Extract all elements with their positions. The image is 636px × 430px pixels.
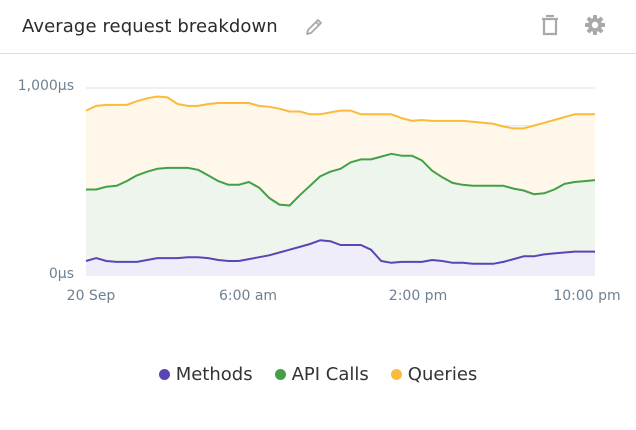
- legend-dot-api-calls: [274, 369, 286, 380]
- edit-title-button[interactable]: [303, 16, 325, 38]
- widget-header: Average request breakdown: [0, 0, 636, 54]
- legend-label-queries: Queries: [407, 364, 478, 385]
- line-methods: [85, 239, 595, 265]
- x-axis-label-2pm: 2:00 pm: [388, 288, 448, 304]
- y-axis-label-min: 0μs: [48, 266, 74, 282]
- trash-icon: [542, 14, 558, 36]
- legend-dot-methods: [158, 369, 170, 380]
- delete-widget-button[interactable]: [537, 12, 563, 38]
- widget-title: Average request breakdown: [22, 16, 278, 37]
- pencil-icon: [306, 19, 322, 35]
- line-queries: [85, 95, 595, 130]
- area-methods: [86, 240, 595, 276]
- x-axis-label-10pm: 10:00 pm: [553, 288, 621, 304]
- chart-lines: [85, 95, 596, 265]
- chart-areas: [86, 96, 595, 276]
- gear-icon: [585, 15, 605, 35]
- legend-item-api-calls[interactable]: API Calls: [274, 364, 369, 385]
- legend-dot-queries: [390, 369, 402, 380]
- widget-settings-button[interactable]: [582, 12, 608, 38]
- x-axis-label-start: 20 Sep: [66, 288, 116, 304]
- x-axis-label-6am: 6:00 am: [218, 288, 278, 304]
- line-api-calls: [86, 152, 596, 207]
- legend-label-methods: Methods: [175, 364, 253, 385]
- chart-legend: Methods API Calls Queries: [0, 364, 636, 385]
- legend-item-queries[interactable]: Queries: [390, 364, 478, 385]
- legend-item-methods[interactable]: Methods: [158, 364, 253, 385]
- y-axis-label-max: 1,000μs: [17, 78, 74, 94]
- legend-label-api-calls: API Calls: [291, 364, 369, 385]
- area-api-calls: [86, 153, 595, 276]
